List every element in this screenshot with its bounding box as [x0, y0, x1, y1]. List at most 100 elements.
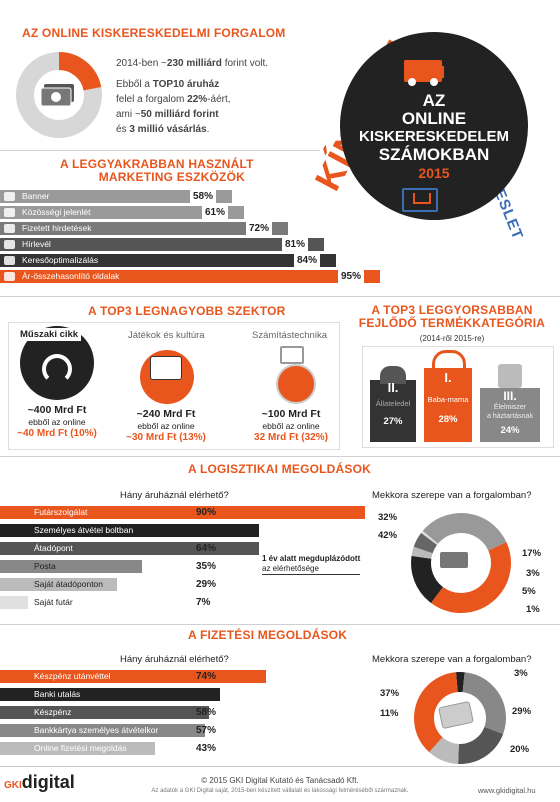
- marketing-bar-2: Közösségi jelenlét 61%: [0, 206, 244, 219]
- price-tag-icon: [4, 272, 15, 281]
- sector-3-total: ~100 Mrd Ft: [261, 408, 321, 420]
- logistics-bar-4-label: Posta: [34, 561, 56, 571]
- marketing-bar-4-pct: 81%: [282, 238, 309, 251]
- pet-food-icon: [380, 366, 406, 384]
- revenue-line-1: 2014-ben ~230 milliárd forint volt.: [116, 58, 269, 69]
- badge-line-3: KISKERESKEDELEM: [358, 128, 510, 145]
- fastest-title-2: FEJLŐDŐ TERMÉKKATEGÓRIA: [358, 316, 546, 330]
- marketing-bar-6-label: Ár-összehasonlító oldalak: [22, 271, 120, 281]
- log-donut-label-3: 3%: [526, 568, 540, 579]
- marketing-bar-2-pct: 61%: [202, 206, 229, 219]
- logistics-question-right: Mekkora szerepe van a forgalomban?: [372, 490, 532, 501]
- truck-icon: [404, 60, 444, 86]
- payment-question-right: Mekkora szerepe van a forgalomban?: [372, 654, 532, 665]
- logistics-title: A LOGISZTIKAI MEGOLDÁSOK: [188, 462, 372, 476]
- sector-2-online: ~30 Mrd Ft (13%): [126, 432, 206, 443]
- fastest-3-pct: 24%: [500, 425, 520, 436]
- pay-donut-label-20: 20%: [510, 744, 530, 755]
- revenue-line-3: felel a forgalom 22%-áért,: [116, 94, 231, 105]
- fastest-2-pct: 27%: [383, 416, 403, 427]
- toys-icon: [150, 356, 182, 380]
- sector-1-online: ~40 Mrd Ft (10%): [17, 428, 97, 439]
- badge-line-1: AZ: [422, 91, 446, 110]
- logistics-donut: [411, 513, 511, 613]
- top3-title: A TOP3 LEGNAGYOBB SZEKTOR: [88, 304, 286, 318]
- stroller-icon: [432, 350, 466, 372]
- marketing-bar-3: Fizetett hirdetések 72%: [0, 222, 288, 235]
- logistics-note-1: 1 év alatt megduplázódott: [262, 554, 361, 563]
- envelope-icon: [4, 240, 15, 249]
- marketing-title-2: MARKETING ESZKÖZÖK: [98, 170, 245, 184]
- logistics-bar-3-pct: 64%: [196, 543, 217, 554]
- payment-bar-5-pct: 43%: [196, 743, 217, 754]
- badge-line-2: ONLINE: [401, 109, 467, 128]
- payment-bar-4-label: Bankkártya személyes átvételkor: [34, 725, 159, 735]
- log-donut-label-1: 1%: [526, 604, 540, 615]
- marketing-bar-4-label: Hírlevél: [22, 239, 51, 249]
- logistics-bar-6-pct: 7%: [196, 597, 211, 608]
- payment-bar-3: Készpénz 58%: [0, 706, 216, 719]
- payment-bar-2-pct: 61%: [196, 689, 217, 700]
- fastest-1-name: Baba-mama: [427, 395, 469, 404]
- fastest-3-name: Élelmiszer a háztartásnak: [487, 404, 533, 420]
- logistics-bar-3: Átadópont 64%: [0, 542, 260, 555]
- payment-donut-slice-3: [414, 672, 506, 764]
- fastest-1-rank: I.: [444, 370, 452, 385]
- pay-donut-label-11: 11%: [380, 708, 399, 719]
- megaphone-icon: [4, 224, 15, 233]
- payment-donut-slice-2: [414, 672, 506, 764]
- logistics-bar-2: Személyes átvétel boltban 64%: [0, 524, 260, 537]
- logistics-bar-4: Posta 35%: [0, 560, 216, 573]
- log-donut-label-5: 5%: [522, 586, 536, 597]
- delivery-truck-icon: [440, 552, 468, 568]
- footer-url[interactable]: www.gkidigital.hu: [478, 786, 536, 795]
- fastest-title-1: A TOP3 LEGGYORSABBAN: [371, 303, 533, 317]
- revenue-line-5: és 3 millió vásárlás.: [116, 124, 210, 135]
- sector-1-name: Műszaki cikk: [17, 328, 82, 341]
- revenue-line-2: Ebből a TOP10 áruház: [116, 79, 220, 90]
- sector-3-circle: [276, 364, 316, 404]
- fastest-1-pct: 28%: [438, 414, 458, 425]
- sector-1-sub: ebből az online: [28, 417, 86, 427]
- marketing-bar-3-label: Fizetett hirdetések: [22, 223, 92, 233]
- payment-bar-1-label: Készpénz utánvéttel: [34, 671, 111, 681]
- logistics-donut-slice-3: [411, 513, 511, 613]
- log-donut-label-17: 17%: [522, 548, 542, 559]
- logistics-donut-slice-6: [411, 513, 511, 613]
- logistics-bar-2-pct: 64%: [196, 525, 217, 536]
- badge-year: 2015: [418, 165, 450, 181]
- payment-bar-1-pct: 74%: [196, 671, 217, 682]
- marketing-bar-5-label: Keresőoptimalizálás: [22, 255, 99, 265]
- marketing-bar-1: Banner 58%: [0, 190, 232, 203]
- payment-bar-3-label: Készpénz: [34, 707, 72, 717]
- fastest-col-1: [424, 368, 472, 442]
- payment-donut: [414, 672, 506, 764]
- logistics-bar-2-label: Személyes átvétel boltban: [34, 525, 134, 535]
- marketing-bar-6: Ár-összehasonlító oldalak 95%: [0, 270, 380, 283]
- fastest-3-rank: III.: [503, 389, 517, 403]
- log-donut-label-42: 42%: [378, 530, 398, 541]
- payment-question-left: Hány áruháznál elérhető?: [120, 654, 229, 665]
- logistics-bar-1-pct: 90%: [196, 507, 217, 518]
- fastest-2-name: Állateledel: [375, 399, 411, 408]
- shopping-cart-icon: [402, 188, 438, 212]
- groceries-icon: [498, 364, 522, 388]
- banner-icon: [4, 192, 15, 201]
- logistics-bar-3-label: Átadópont: [34, 543, 73, 553]
- sector-2-sub: ebből az online: [137, 421, 195, 431]
- logistics-bar-1: Futárszolgálat 90%: [0, 506, 365, 519]
- pay-donut-label-3: 3%: [514, 668, 528, 679]
- revenue-donut: [16, 52, 102, 138]
- fastest-col-3: [480, 388, 540, 442]
- gki-logo: GKIdigital: [4, 772, 75, 792]
- logistics-question-left: Hány áruháznál elérhető?: [120, 490, 229, 501]
- marketing-bar-6-pct: 95%: [338, 270, 365, 283]
- marketing-bar-5: Keresőoptimalizálás 84%: [0, 254, 336, 267]
- footer-copyright: © 2015 GKI Digital Kutató és Tanácsadó K…: [201, 776, 359, 785]
- logistics-bar-6: Saját futár 7%: [0, 596, 210, 609]
- payment-bar-5-label: Online fizetési megoldás: [34, 743, 127, 753]
- payment-bar-2-label: Banki utalás: [34, 689, 81, 699]
- sector-3-online: 32 Mrd Ft (32%): [254, 432, 328, 443]
- sector-2-name: Játékok és kultúra: [128, 330, 205, 341]
- payment-donut-slice-1: [414, 672, 506, 764]
